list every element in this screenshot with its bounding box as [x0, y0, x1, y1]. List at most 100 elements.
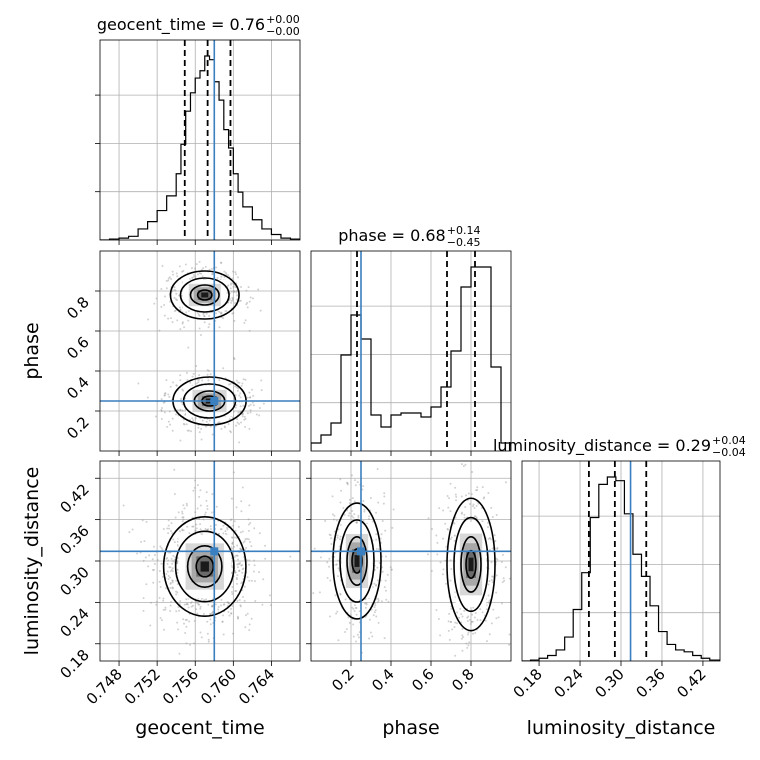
sample-point	[173, 560, 176, 563]
sample-point	[239, 396, 242, 399]
sample-point	[176, 583, 179, 586]
sample-point	[242, 404, 245, 407]
sample-point	[249, 522, 252, 525]
sample-point	[454, 493, 457, 496]
sample-point	[384, 589, 387, 592]
sample-point	[375, 615, 378, 618]
sample-point	[182, 270, 185, 273]
sample-point	[222, 317, 225, 320]
sample-point	[442, 509, 445, 512]
sample-point	[222, 614, 225, 617]
sample-point	[226, 526, 229, 529]
sample-point	[167, 559, 170, 562]
sample-point	[391, 526, 394, 529]
sample-point	[375, 533, 378, 536]
sample-point	[234, 271, 237, 274]
sample-point	[486, 526, 489, 529]
sample-point	[465, 642, 468, 645]
sample-point	[232, 524, 235, 527]
sample-point	[170, 557, 173, 560]
sample-point	[231, 571, 234, 574]
sample-point	[168, 276, 171, 279]
sample-point	[198, 495, 201, 498]
sample-point	[175, 610, 178, 613]
sample-point	[173, 309, 176, 312]
sample-point	[460, 637, 463, 640]
sample-point	[160, 417, 163, 420]
sample-point	[470, 620, 473, 623]
sample-point	[227, 610, 230, 613]
density-block-0-4	[200, 561, 209, 572]
sample-point	[155, 297, 158, 300]
sample-point	[239, 604, 242, 607]
sample-point	[171, 570, 174, 573]
sample-point	[152, 581, 155, 584]
sample-point	[508, 633, 511, 636]
sample-point	[318, 591, 321, 594]
sample-point	[453, 534, 456, 537]
sample-point	[231, 312, 234, 315]
sample-point	[190, 267, 193, 270]
sample-point	[447, 629, 450, 632]
sample-point	[338, 538, 341, 541]
sample-point	[186, 602, 189, 605]
sample-point	[467, 492, 470, 495]
sample-point	[137, 382, 140, 385]
sample-point	[464, 505, 467, 508]
sample-point	[231, 541, 234, 544]
contour-0-2	[186, 545, 223, 589]
sample-point	[471, 613, 474, 616]
sample-point	[348, 512, 351, 515]
sample-point	[241, 564, 244, 567]
sample-point	[237, 387, 240, 390]
sample-point	[191, 417, 194, 420]
sample-point	[188, 278, 191, 281]
sample-point	[202, 313, 205, 316]
sample-point	[384, 555, 387, 558]
sample-point	[241, 571, 244, 574]
sample-point	[202, 267, 205, 270]
sample-point	[445, 545, 448, 548]
sample-point	[487, 583, 490, 586]
sample-point	[189, 381, 192, 384]
sample-point	[253, 564, 256, 567]
sample-point	[208, 323, 211, 326]
sample-point	[166, 425, 169, 428]
sample-point	[207, 638, 210, 641]
sample-point	[234, 571, 237, 574]
sample-point	[232, 290, 235, 293]
sample-point	[183, 507, 186, 510]
sample-point	[243, 415, 246, 418]
sample-point	[168, 527, 171, 530]
sample-point	[339, 592, 342, 595]
sample-point	[453, 539, 456, 542]
sample-point	[241, 581, 244, 584]
sample-point	[200, 438, 203, 441]
sample-point	[173, 286, 176, 289]
sample-point	[153, 302, 156, 305]
sample-point	[444, 582, 447, 585]
sample-point	[183, 622, 186, 625]
sample-point	[355, 607, 358, 610]
sample-point	[167, 279, 170, 282]
sample-point	[170, 600, 173, 603]
sample-point	[382, 502, 385, 505]
sample-point	[160, 546, 163, 549]
sample-point	[228, 383, 231, 386]
sample-point	[262, 402, 265, 405]
sample-point	[258, 571, 261, 574]
sample-point	[377, 548, 380, 551]
sample-point	[232, 297, 235, 300]
sample-point	[248, 540, 251, 543]
sample-point	[495, 574, 498, 577]
sample-point	[249, 411, 252, 414]
sample-point	[178, 306, 181, 309]
sample-point	[486, 522, 489, 525]
sample-point	[239, 548, 242, 551]
sample-point	[248, 579, 251, 582]
sample-point	[205, 312, 208, 315]
sample-point	[199, 631, 202, 634]
sample-point	[447, 497, 450, 500]
sample-point	[237, 616, 240, 619]
sample-point	[481, 459, 483, 461]
